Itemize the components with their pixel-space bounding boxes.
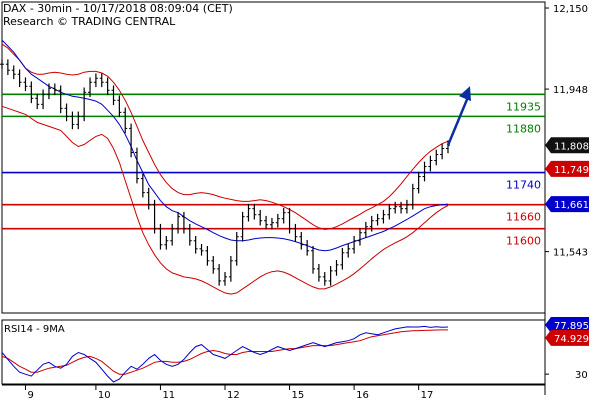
x-tick-label: 15 xyxy=(292,390,305,400)
y-tick-label: 11,948 xyxy=(553,85,588,96)
rsi-badge-red xyxy=(545,329,589,346)
x-tick-label: 12 xyxy=(227,390,240,400)
rsi-badge-label: 74.9292 xyxy=(554,334,590,345)
rsi-panel-frame xyxy=(1,319,546,385)
level-label-11600: 11600 xyxy=(506,235,541,248)
chart-header-instrument: DAX - 30min - 10/17/2018 08:09:04 (CET) xyxy=(3,2,233,15)
price-badge-dark xyxy=(545,137,589,154)
moving-average-line xyxy=(1,39,449,252)
price-badge-red xyxy=(545,160,589,177)
chart-header-source: Research © TRADING CENTRAL xyxy=(3,15,176,28)
x-tick-label: 9 xyxy=(27,390,33,400)
y-tick-label: 12,150 xyxy=(553,4,588,15)
x-tick-label: 11 xyxy=(162,390,175,400)
rsi-y-tick-label: 30 xyxy=(575,370,588,381)
price-badge-label: 11,808 xyxy=(554,141,589,152)
x-tick-label: 17 xyxy=(421,390,434,400)
rsi-ma-line xyxy=(1,329,448,375)
level-label-11740: 11740 xyxy=(506,179,541,192)
level-label-11880: 11880 xyxy=(506,122,541,135)
rsi-panel-title: RSI14 - 9MA xyxy=(4,324,65,335)
rsi-line xyxy=(1,325,449,383)
rsi-badge-label: 77.8954 xyxy=(554,321,590,332)
price-badge-label: 11,749 xyxy=(554,165,589,176)
bollinger-upper-band xyxy=(1,43,449,231)
projection-arrow-head xyxy=(459,86,471,102)
projection-arrow-line xyxy=(446,96,470,146)
bollinger-lower-band xyxy=(1,105,449,295)
x-tick-label: 10 xyxy=(98,390,111,400)
price-panel-frame xyxy=(1,1,546,314)
x-tick-label: 16 xyxy=(356,390,369,400)
level-label-11660: 11660 xyxy=(506,211,541,224)
y-tick-label: 11,543 xyxy=(553,248,588,259)
price-badge-blue xyxy=(545,196,589,213)
level-label-11935: 11935 xyxy=(506,100,541,113)
rsi-badge-blue xyxy=(545,316,589,333)
price-badge-label: 11,661.4 xyxy=(554,200,590,211)
